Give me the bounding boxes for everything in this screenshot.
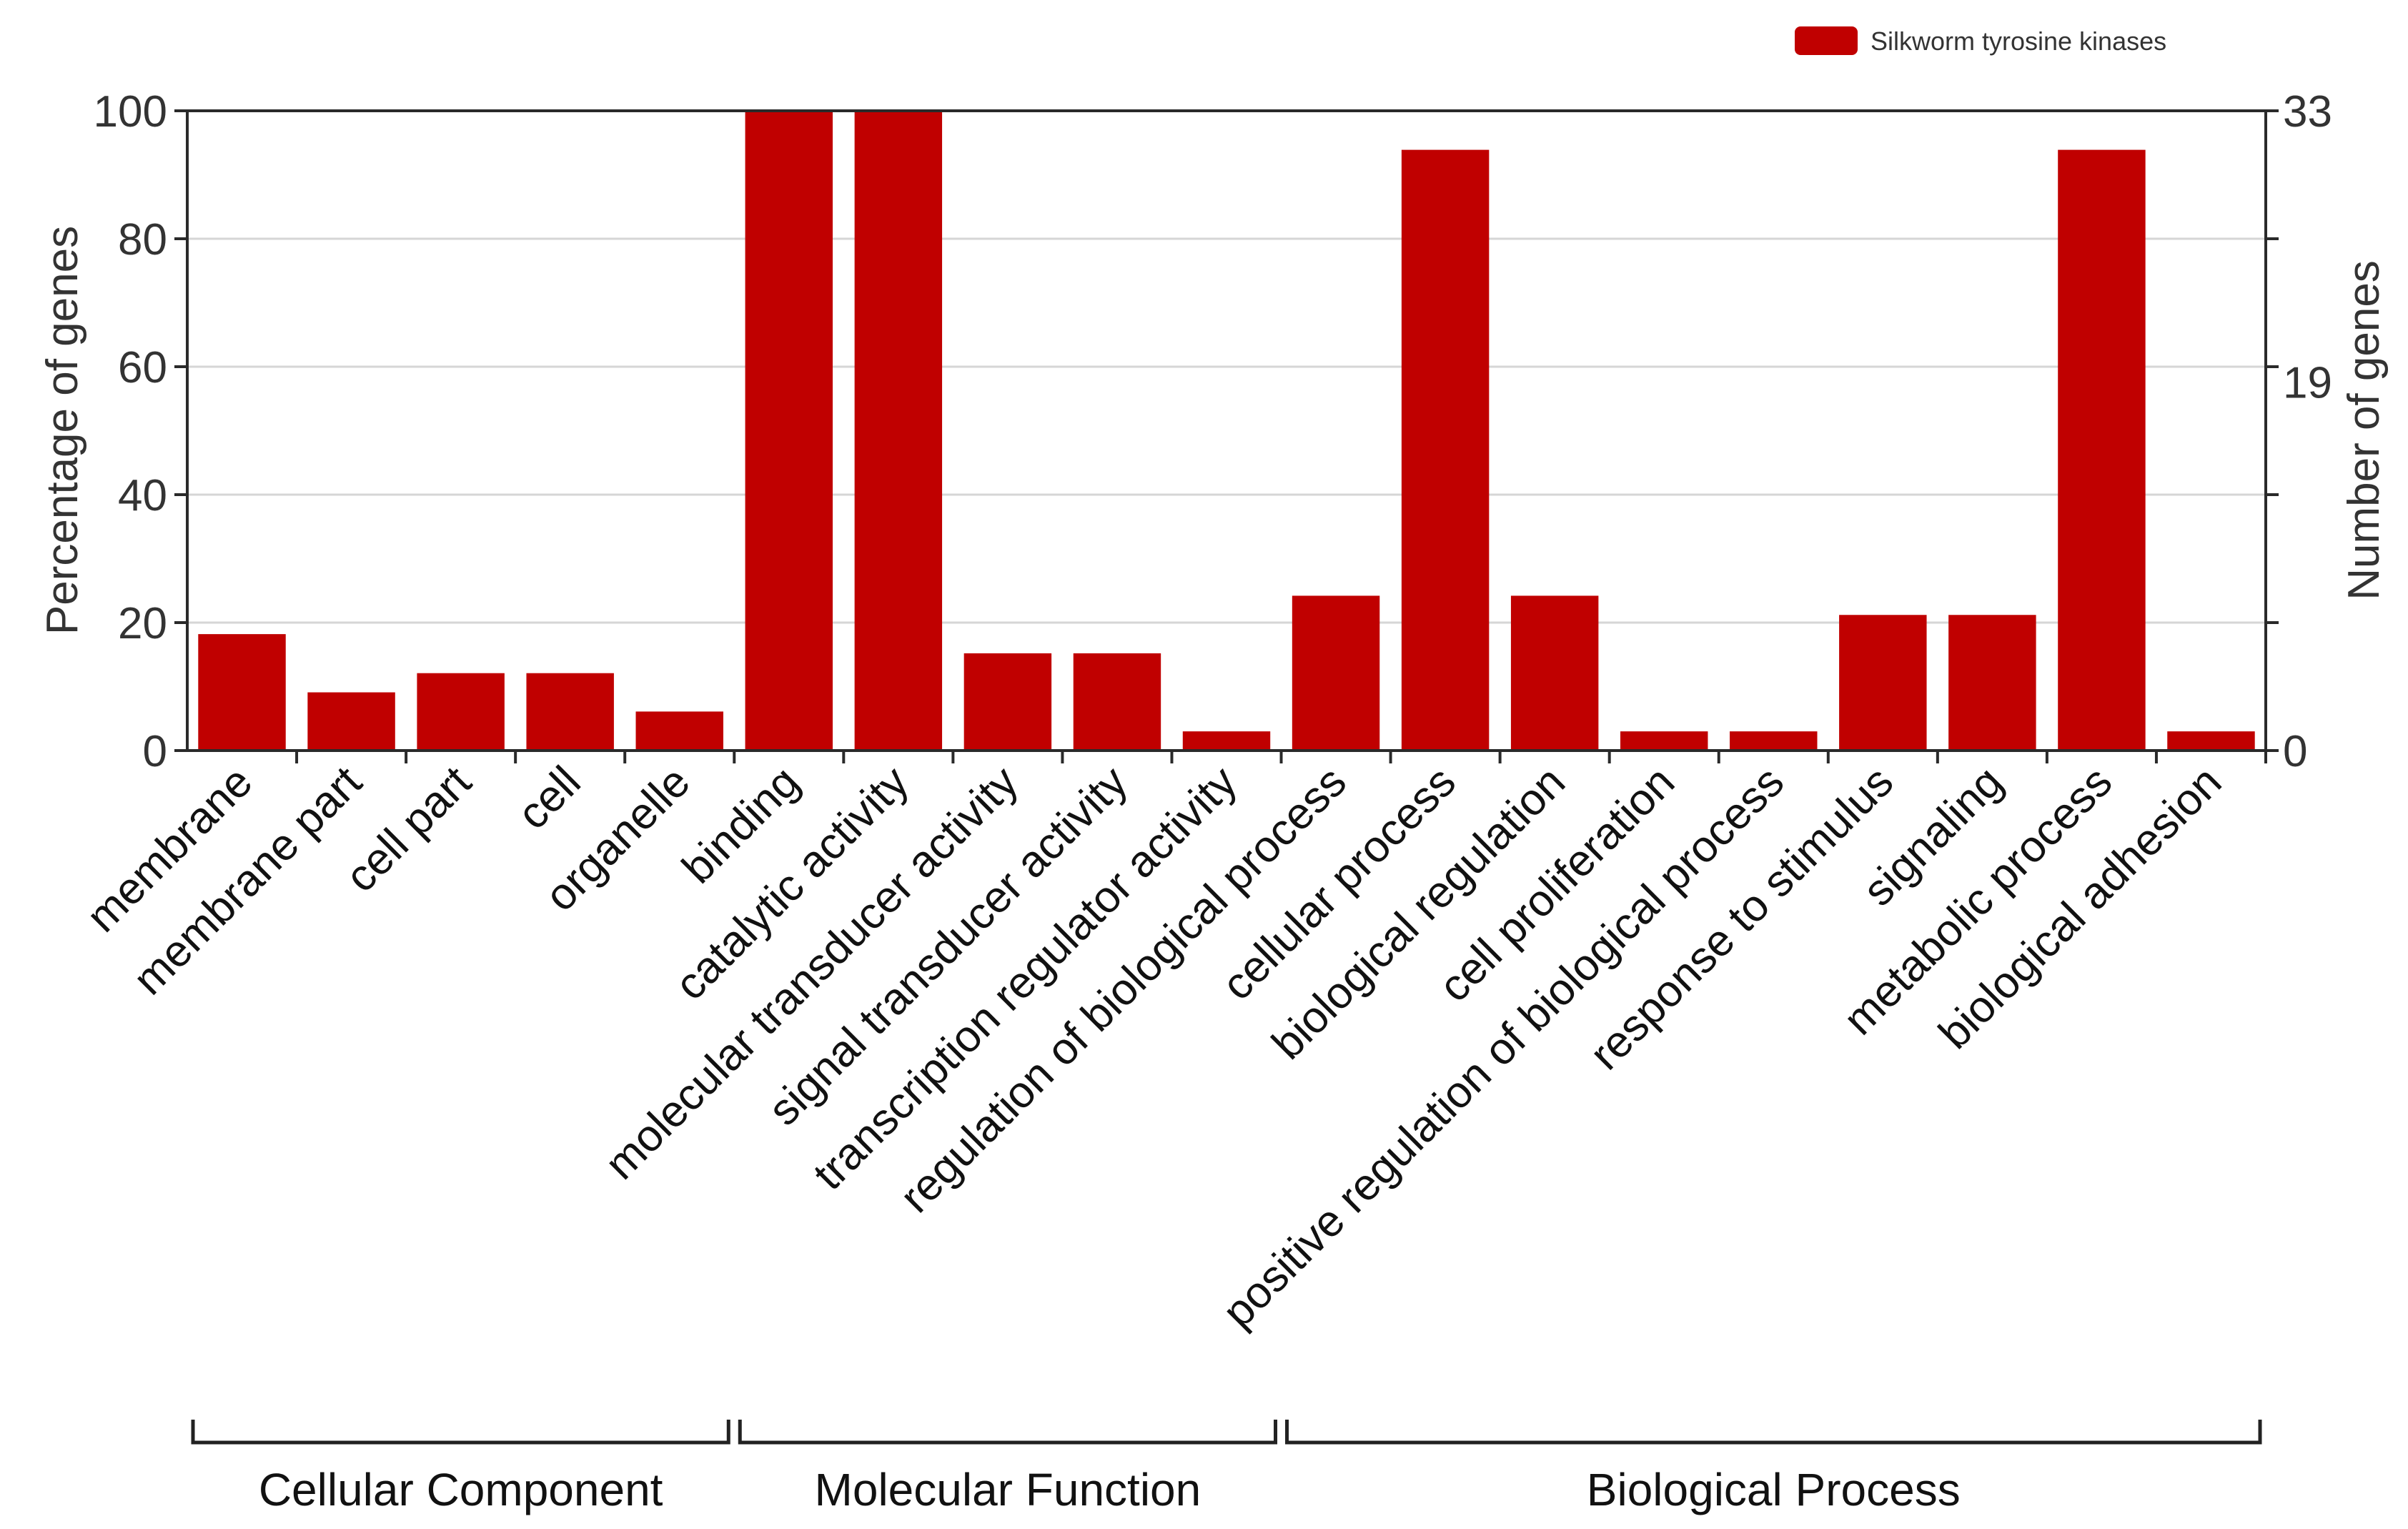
y-right-tick-label: 19 bbox=[2283, 359, 2332, 408]
y-left-tick-label: 40 bbox=[118, 471, 167, 520]
y-left-tick-label: 20 bbox=[118, 599, 167, 648]
group-bracket bbox=[1285, 1420, 2262, 1445]
category-groups: Cellular Component Molecular Function Biol… bbox=[191, 1420, 2262, 1515]
y-left-tick-label: 60 bbox=[118, 343, 167, 392]
grid-lines bbox=[187, 109, 2266, 624]
axes: 0 20 40 60 80 100 0 19 33 bbox=[94, 87, 2332, 776]
bar-signaling bbox=[1948, 615, 2036, 751]
x-tick-label: cell bbox=[508, 757, 590, 839]
bar-catalytic-activity bbox=[854, 111, 943, 751]
bar-cell-part bbox=[417, 673, 505, 751]
y-left-tick-label: 100 bbox=[94, 87, 167, 137]
bar-transcription-regulator-activity bbox=[1182, 731, 1271, 751]
y-right-tick-label: 33 bbox=[2283, 87, 2332, 137]
y-left-tick-label: 0 bbox=[143, 727, 167, 776]
group-bracket bbox=[738, 1420, 1278, 1445]
bar-response-to-stimulus bbox=[1839, 615, 1927, 751]
bars bbox=[198, 111, 2255, 751]
bar-cellular-process bbox=[1401, 149, 1490, 751]
legend-label: Silkworm tyrosine kinases bbox=[1871, 26, 2166, 56]
bar-biological-adhesion bbox=[2167, 731, 2255, 751]
group-label: Biological Process bbox=[1587, 1464, 1961, 1515]
legend-swatch bbox=[1795, 26, 1858, 55]
bar-organelle bbox=[635, 711, 723, 751]
bar-cell-proliferation bbox=[1620, 731, 1708, 751]
bar-positive-regulation-of-biological-process bbox=[1730, 731, 1818, 751]
bar-molecular-transducer-activity bbox=[963, 653, 1052, 751]
group-label: Cellular Component bbox=[259, 1464, 663, 1515]
legend: Silkworm tyrosine kinases bbox=[1795, 26, 2166, 56]
group-label: Molecular Function bbox=[815, 1464, 1201, 1515]
y-axis-left-title: Percentage of genes bbox=[38, 226, 87, 635]
bar-membrane bbox=[198, 634, 286, 751]
y-left-tick-label: 80 bbox=[118, 215, 167, 264]
group-bracket bbox=[191, 1420, 730, 1445]
bar-metabolic-process bbox=[2058, 149, 2146, 751]
y-right-tick-label: 0 bbox=[2283, 727, 2307, 776]
bar-cell bbox=[526, 673, 614, 751]
bar-signal-transducer-activity bbox=[1073, 653, 1161, 751]
bar-binding bbox=[745, 111, 833, 751]
bar-regulation-of-biological-process bbox=[1292, 595, 1380, 751]
bar-membrane-part bbox=[307, 692, 395, 751]
y-axis-right-title: Number of genes bbox=[2339, 260, 2389, 600]
bar-biological-regulation bbox=[1510, 595, 1599, 751]
